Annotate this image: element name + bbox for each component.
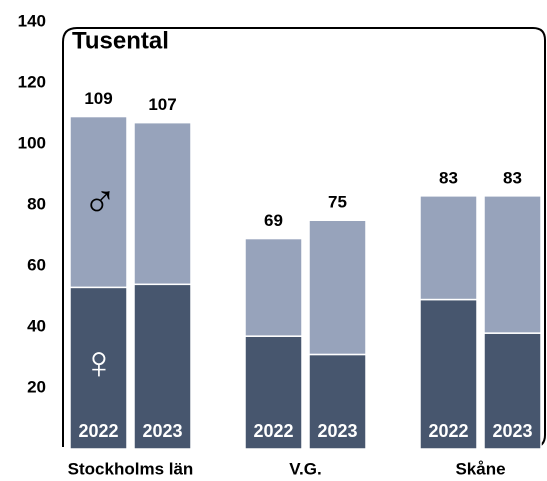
group-label: Skåne — [455, 459, 505, 478]
total-label: 75 — [328, 193, 347, 212]
total-label: 109 — [84, 89, 112, 108]
bar-segment — [69, 115, 128, 289]
legend-entry: ♀ — [82, 336, 117, 388]
y-tick-label: 100 — [18, 133, 46, 152]
total-label: 107 — [148, 95, 176, 114]
total-label: 83 — [439, 168, 458, 187]
x-tick-label: 2022 — [253, 421, 293, 441]
plot-frame — [62, 27, 546, 448]
y-tick-label: 40 — [27, 316, 46, 335]
bar-segment — [419, 195, 478, 301]
y-tick-label: 140 — [18, 11, 46, 30]
group-label: Stockholms län — [68, 459, 194, 478]
bar-segment — [244, 335, 303, 450]
y-tick-label: 120 — [18, 72, 46, 91]
group-label: V.G. — [289, 459, 321, 478]
x-tick-label: 2023 — [142, 421, 182, 441]
bar-segment — [308, 219, 367, 356]
bar-segment — [483, 195, 542, 334]
legend-entry: ♂ — [83, 175, 118, 227]
y-tick-label: 80 — [27, 194, 46, 213]
x-tick-label: 2023 — [492, 421, 532, 441]
y-tick-label: 20 — [27, 377, 46, 396]
bar-segment — [244, 237, 303, 337]
chart-title: Tusental — [72, 27, 169, 54]
x-tick-label: 2023 — [317, 421, 357, 441]
bar-segment — [69, 286, 128, 450]
bar-segment — [419, 298, 478, 450]
total-label: 69 — [264, 211, 283, 230]
bar-segment — [133, 121, 192, 286]
total-label: 83 — [503, 168, 522, 187]
bar-segment — [308, 353, 367, 450]
y-tick-label: 60 — [27, 255, 46, 274]
bar-segment — [483, 332, 542, 450]
x-tick-label: 2022 — [78, 421, 118, 441]
x-tick-label: 2022 — [428, 421, 468, 441]
